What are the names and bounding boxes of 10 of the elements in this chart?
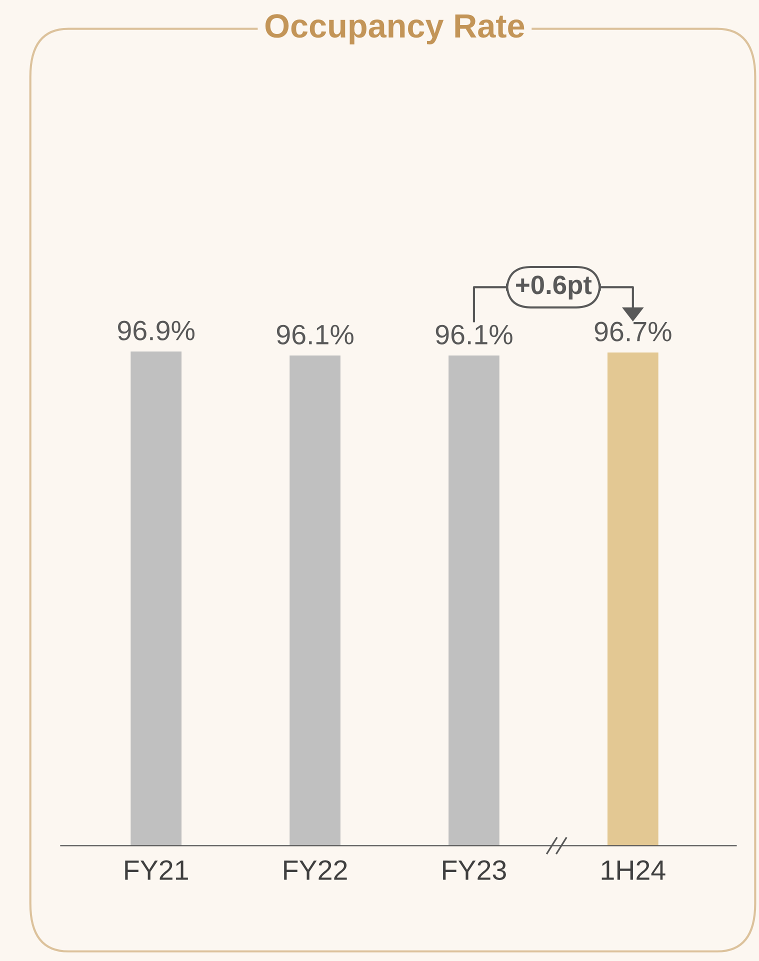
x-tick-label: FY21 xyxy=(125,860,188,880)
x-tick-label: FY22 xyxy=(284,860,347,880)
chart-title: Occupancy Rate xyxy=(265,14,524,44)
data-label: 96.1% xyxy=(276,324,354,344)
data-label: 96.9% xyxy=(118,320,194,340)
data-label: 96.1% xyxy=(436,324,512,344)
data-label: 96.7% xyxy=(594,322,672,342)
x-tick-label: 1H24 xyxy=(602,860,666,880)
x-tick-label: FY23 xyxy=(443,860,506,880)
text: +0.6pt xyxy=(516,276,592,300)
